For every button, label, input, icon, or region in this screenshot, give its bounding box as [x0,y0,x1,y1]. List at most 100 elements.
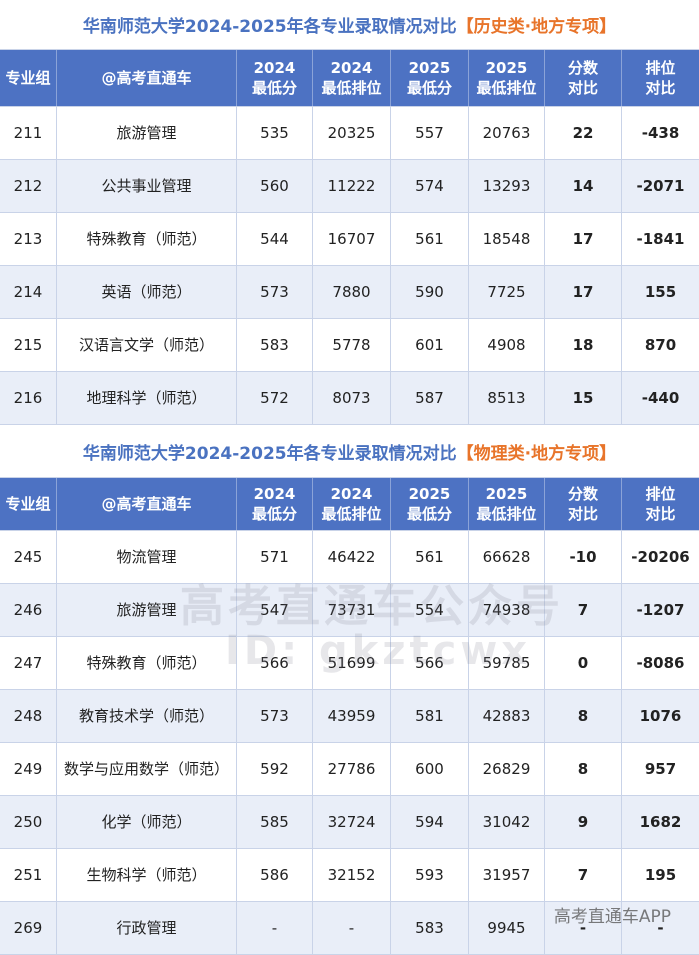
table-cell: 26829 [469,743,545,795]
table-cell: 250 [0,796,57,848]
table-row: 216 地理科学（师范） 572 8073 587 8513 15 -440 [0,372,699,425]
table-cell: 31957 [469,849,545,901]
table-row: 213 特殊教育（师范） 544 16707 561 18548 17 -1841 [0,213,699,266]
table-cell: 590 [391,266,469,318]
table-cell: 英语（师范） [57,266,237,318]
table-row: 269 行政管理 - -583 9945- - [0,902,699,955]
table-cell: 化学（师范） [57,796,237,848]
table-row: 247 特殊教育（师范） 566 51699 566 59785 0 -8086 [0,637,699,690]
table-row: 249 数学与应用数学（师范） 592 27786 600 26829 8 957 [0,743,699,796]
table-cell: - [237,902,313,954]
table-row: 211 旅游管理 535 20325 557 20763 22 -438 [0,107,699,160]
table-cell: 245 [0,531,57,583]
table-cell: 583 [237,319,313,371]
header-cell: @高考直通车 [57,50,237,106]
table-cell: 9 [545,796,622,848]
table-cell: 43959 [313,690,391,742]
header-text: 2025 [408,485,451,503]
table-cell: 20763 [469,107,545,159]
header-text: 对比 [645,505,676,523]
table-cell: 593 [391,849,469,901]
table-cell: 32152 [313,849,391,901]
table-cell: 11222 [313,160,391,212]
table-cell: 特殊教育（师范） [57,637,237,689]
header-text: 对比 [645,79,676,97]
table-cell: 13293 [469,160,545,212]
header-text: @高考直通车 [101,495,192,513]
header-text: 排位 [645,59,676,77]
table-cell: -8086 [636,654,685,672]
table-cell: 27786 [313,743,391,795]
table-cell: 32724 [313,796,391,848]
table-cell: 213 [0,213,57,265]
header-text: 排位 [645,485,676,503]
header-cell: 分数 对比 [545,478,622,530]
table-cell: 566 [391,637,469,689]
table-cell: 248 [0,690,57,742]
table-cell: 594 [391,796,469,848]
table-cell: 51699 [313,637,391,689]
table-section: 华南师范大学2024-2025年各专业录取情况对比 【历史类·地方专项】 专业组 @高… [0,0,699,425]
table-cell: 1682 [639,813,682,831]
table-cell: 269 [0,902,57,954]
table-cell: -2071 [636,177,685,195]
table-cell: 7 [545,849,622,901]
header-text: 对比 [567,505,598,523]
header-cell: 2024 最低分 [237,478,313,530]
table-cell: 公共事业管理 [57,160,237,212]
header-text: 专业组 [5,69,51,87]
table-cell: -10 [545,531,622,583]
header-cell: 2024 最低分 [237,50,313,106]
table-cell: 行政管理 [57,902,237,954]
table-cell: 46422 [313,531,391,583]
table-cell: 246 [0,584,57,636]
table-cell: 557 [391,107,469,159]
table-cell: -20206 [631,548,690,566]
header-text: 最低分 [251,79,297,97]
header-text: @高考直通车 [101,69,192,87]
title-tag: 【物理类·地方专项】 [456,443,617,464]
table-row: 214 英语（师范） 573 7880 590 7725 17 155 [0,266,699,319]
header-cell: 排位 对比 [622,478,699,530]
table-cell: 14 [545,160,622,212]
header-cell: 排位 对比 [622,50,699,106]
table-cell: 544 [237,213,313,265]
header-text: 最低分 [251,505,297,523]
table-cell: 561 [391,213,469,265]
header-text: 2024 [330,59,373,77]
table-cell: -1207 [636,601,685,619]
table-cell: 211 [0,107,57,159]
header-text: 2025 [485,485,528,503]
header-cell: 专业组 [0,50,57,106]
table-row: 245 物流管理 571 46422 561 66628 -10 -20206 [0,531,699,584]
table-title: 华南师范大学2024-2025年各专业录取情况对比 【物理类·地方专项】 [0,425,699,478]
table-cell: 560 [237,160,313,212]
table-cell: -440 [641,389,680,407]
table-cell: 73731 [313,584,391,636]
table-cell: 66628 [469,531,545,583]
header-text: 最低排位 [321,505,382,523]
table-cell: - [657,919,664,937]
table-cell: 554 [391,584,469,636]
header-text: 2025 [408,59,451,77]
table-cell: 物流管理 [57,531,237,583]
table-cell: -1841 [636,230,685,248]
table-cell: 22 [545,107,622,159]
table-cell: 8073 [313,372,391,424]
table-cell: 249 [0,743,57,795]
table-cell: 16707 [313,213,391,265]
table-cell: 251 [0,849,57,901]
table-cell: 特殊教育（师范） [57,213,237,265]
table-cell: - [545,902,622,954]
table-cell: 旅游管理 [57,584,237,636]
table-row: 250 化学（师范） 585 32724 594 31042 9 1682 [0,796,699,849]
table-cell: 8513 [469,372,545,424]
table-cell: 572 [237,372,313,424]
title-text: 华南师范大学2024-2025年各专业录取情况对比 [82,443,457,464]
table-cell: 0 [545,637,622,689]
table-cell: 5778 [313,319,391,371]
table-cell: -438 [641,124,680,142]
table-row: 215 汉语言文学（师范） 583 5778 601 4908 18 870 [0,319,699,372]
table-cell: 教育技术学（师范） [57,690,237,742]
title-text: 华南师范大学2024-2025年各专业录取情况对比 [82,17,457,37]
